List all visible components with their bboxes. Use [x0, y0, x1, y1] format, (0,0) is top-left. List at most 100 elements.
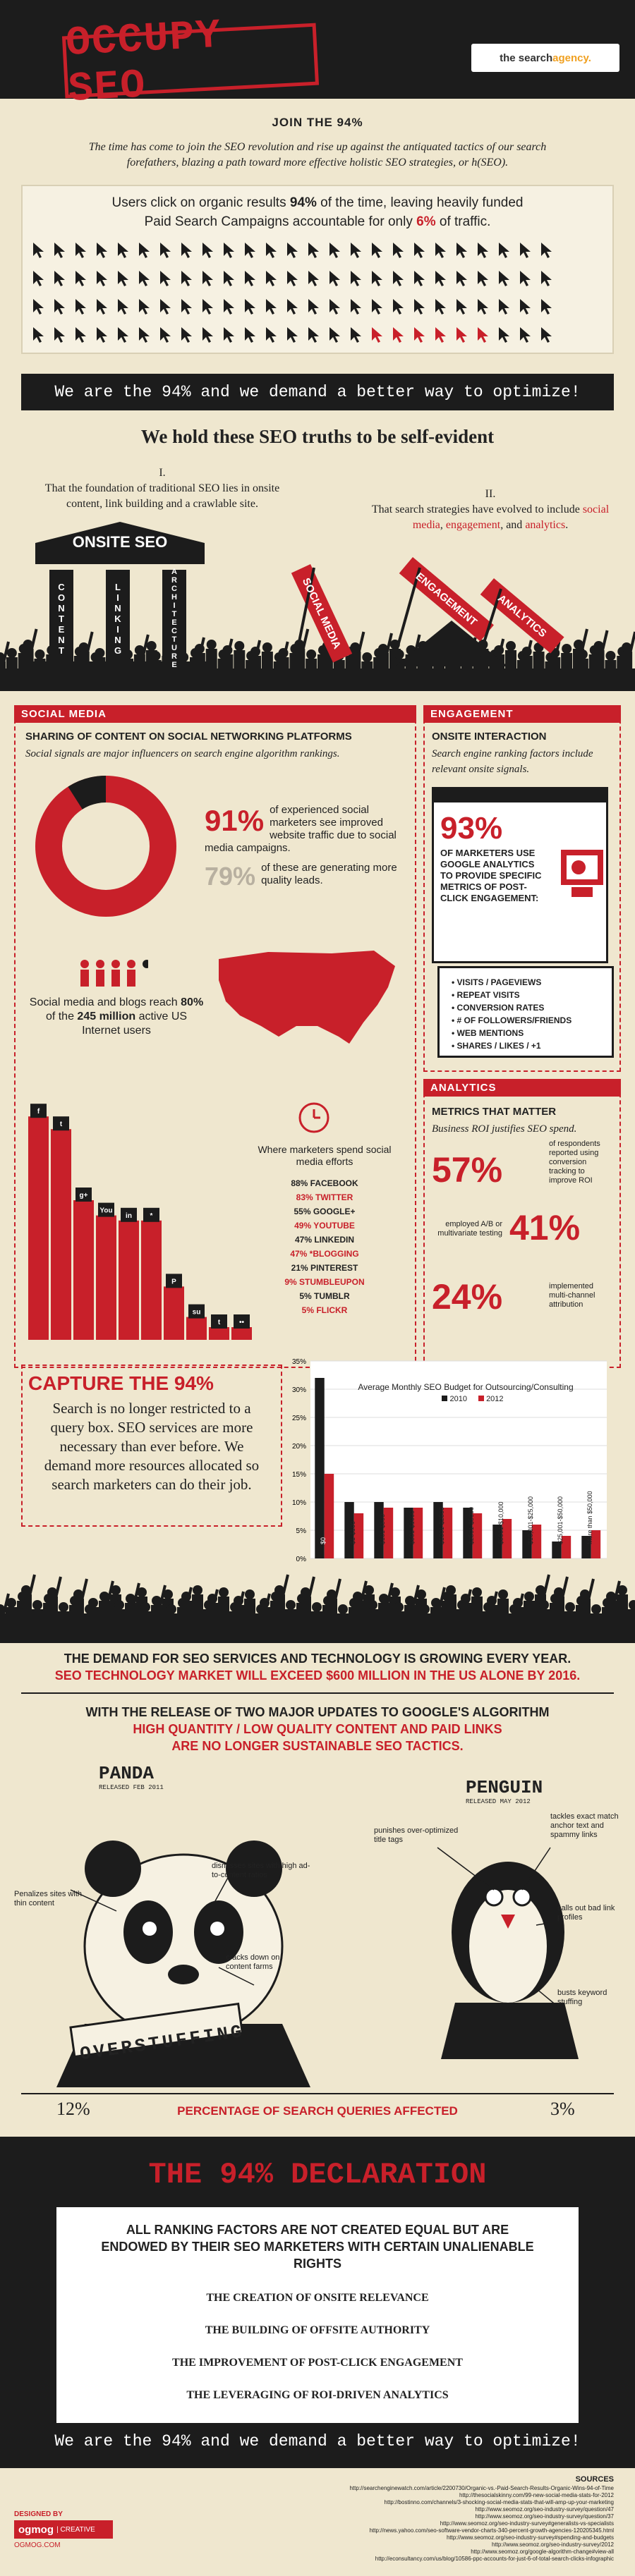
- chart-category-label: $501-$1000: [409, 1510, 416, 1544]
- occupy-seo-logo: OCCUPY SEO: [61, 13, 320, 113]
- chart-bar-2010: [552, 1542, 562, 1558]
- source-link[interactable]: http://www.seomoz.org/google-algorithm-c…: [471, 2548, 614, 2555]
- platform-icon: [121, 1207, 137, 1222]
- ogmog-site[interactable]: OGMOG.COM: [14, 2541, 61, 2549]
- organic-click-cursor-icon: [536, 324, 557, 346]
- organic-click-cursor-icon: [494, 324, 515, 346]
- chart-bar-2010: [463, 1508, 473, 1558]
- organic-click-cursor-icon: [494, 268, 515, 289]
- chart-ytick-label: 25%: [292, 1415, 306, 1422]
- organic-click-cursor-icon: [49, 268, 71, 289]
- source-link[interactable]: http://thesocialskinny.com/99-new-social…: [459, 2492, 614, 2498]
- source-link[interactable]: http://econsultancy.com/us/blog/10586-pp…: [375, 2556, 614, 2562]
- organic-click-cursor-icon: [430, 296, 452, 317]
- engagement-text: OF MARKETERS USE GOOGLE ANALYTICS TO PRO…: [440, 848, 542, 903]
- source-link[interactable]: http://www.seomoz.org/seo-industry-surve…: [446, 2534, 614, 2541]
- organic-click-cursor-icon: [240, 324, 261, 346]
- organic-click-cursor-icon: [473, 268, 494, 289]
- organic-clicks-panel: [21, 185, 614, 354]
- chart-category-label: $5001-$10,000: [497, 1501, 504, 1544]
- capture-box: [21, 1365, 282, 1527]
- source-link[interactable]: http://news.yahoo.com/seo-software-vendo…: [369, 2527, 614, 2534]
- chart-category-label: $2501-$5000: [468, 1507, 475, 1544]
- organic-click-cursor-icon: [71, 240, 92, 261]
- paid-click-cursor-icon: [367, 324, 388, 346]
- people-icons: [80, 960, 148, 987]
- source-link[interactable]: http://www.seomoz.org/seo-industry-surve…: [475, 2506, 614, 2513]
- organic-click-cursor-icon: [536, 240, 557, 261]
- updates-line-1: WITH THE RELEASE OF TWO MAJOR UPDATES TO…: [85, 1705, 550, 1719]
- chart-bar-2012: [324, 1474, 334, 1558]
- organic-click-cursor-icon: [282, 324, 303, 346]
- source-link[interactable]: http://www.seomoz.org/seo-industry-surve…: [440, 2520, 614, 2527]
- panda-note-1: Penalizes sites with thin content: [14, 1890, 82, 1907]
- organic-click-cursor-icon: [494, 240, 515, 261]
- demand-line-1: THE DEMAND FOR SEO SERVICES AND TECHNOLO…: [64, 1652, 572, 1666]
- engagement-metrics-list: • VISITS / PAGEVIEWS • REPEAT VISITS • CON…: [452, 976, 607, 1052]
- organic-click-cursor-icon: [452, 268, 473, 289]
- column-content: CONTENT: [56, 581, 67, 656]
- analytics-stat-1-text: of respondents reported using conversion…: [549, 1140, 600, 1185]
- organic-click-cursor-icon: [240, 268, 261, 289]
- organic-click-cursor-icon: [198, 268, 219, 289]
- legend-2010: 2010: [442, 1395, 467, 1403]
- organic-click-cursor-icon: [219, 268, 240, 289]
- source-link[interactable]: http://www.seomoz.org/seo-industry-surve…: [475, 2513, 614, 2520]
- organic-click-cursor-icon: [198, 324, 219, 346]
- organic-click-cursor-icon: [176, 296, 198, 317]
- source-link[interactable]: http://bostinno.com/channels/3-shocking-…: [384, 2499, 614, 2505]
- engagement-metric-item: • CONVERSION RATES: [452, 1003, 545, 1013]
- platform-icon: [188, 1304, 205, 1319]
- penguin-note-3: calls out bad link profiles: [557, 1904, 615, 1922]
- social-heading: SHARING OF CONTENT ON SOCIAL NETWORKING …: [25, 731, 352, 743]
- platform-icon-glyph: ••: [239, 1319, 245, 1326]
- chart-category-label: More than $50,000: [586, 1491, 593, 1544]
- platform-icon-glyph: in: [126, 1212, 132, 1220]
- right-1: THE CREATION OF ONSITE RELEVANCE: [206, 2292, 429, 2304]
- ogmog-logo[interactable]: ogmog | CREATIVE: [14, 2520, 113, 2539]
- organic-click-cursor-icon: [176, 324, 198, 346]
- platform-list-item: 9% STUMBLEUPON: [284, 1277, 365, 1287]
- join-heading: JOIN THE 94%: [272, 116, 363, 129]
- banner-bottom: We are the 94% and we demand a better wa…: [21, 2423, 614, 2460]
- chart-title: Average Monthly SEO Budget for Outsourci…: [358, 1382, 574, 1392]
- paid-click-cursor-icon: [430, 324, 452, 346]
- platform-bar: [28, 1116, 49, 1340]
- chart-category-label: $0: [320, 1537, 327, 1544]
- organic-click-cursor-icon: [134, 324, 155, 346]
- temple-roof-label: ONSITE SEO: [72, 533, 168, 551]
- organic-click-cursor-icon: [515, 268, 536, 289]
- us-map: [219, 951, 395, 1044]
- organic-click-cursor-icon: [346, 296, 367, 317]
- platform-icon-glyph: f: [37, 1108, 40, 1116]
- engagement-metric-item: • REPEAT VISITS: [452, 990, 520, 1000]
- truth-one: I. That the foundation of traditional SE…: [44, 467, 280, 510]
- chart-category-label: $10,001-$25,000: [527, 1496, 534, 1544]
- organic-click-cursor-icon: [282, 268, 303, 289]
- platform-icon-glyph: su: [193, 1309, 201, 1317]
- truths-heading: We hold these SEO truths to be self-evid…: [140, 426, 495, 447]
- source-link[interactable]: http://searchenginewatch.com/article/220…: [349, 2485, 614, 2491]
- panda-note-3: cracks down on content farms: [226, 1953, 280, 1971]
- organic-click-cursor-icon: [388, 240, 409, 261]
- platform-list-item: 88% FACEBOOK: [291, 1178, 358, 1188]
- chart-category-label: $101-$500: [379, 1514, 386, 1544]
- chart-bar-2012: [383, 1508, 394, 1558]
- organic-click-cursor-icon: [240, 240, 261, 261]
- agency-badge[interactable]: the search agency.: [471, 44, 619, 72]
- organic-click-cursor-icon: [28, 268, 49, 289]
- chart-bar-2012: [502, 1519, 512, 1558]
- column-architecture: ARCHITECTURE: [170, 568, 179, 669]
- organic-click-cursor-icon: [409, 268, 430, 289]
- pct-penguin: 3%: [550, 2099, 575, 2119]
- organic-click-cursor-icon: [155, 240, 176, 261]
- platform-icon-glyph: t: [218, 1319, 221, 1326]
- platform-icon-glyph: *: [150, 1212, 153, 1220]
- organic-click-cursor-icon: [325, 324, 346, 346]
- chart-bar-2012: [413, 1508, 423, 1558]
- chart-legend: 2010 2012: [409, 1395, 536, 1403]
- analytics-stat-1-num: 57%: [432, 1150, 503, 1190]
- engagement-num: 93%: [440, 811, 503, 846]
- source-link[interactable]: http://www.seomoz.org/seo-industry-surve…: [492, 2541, 614, 2548]
- column-linking: LINKING: [112, 581, 123, 656]
